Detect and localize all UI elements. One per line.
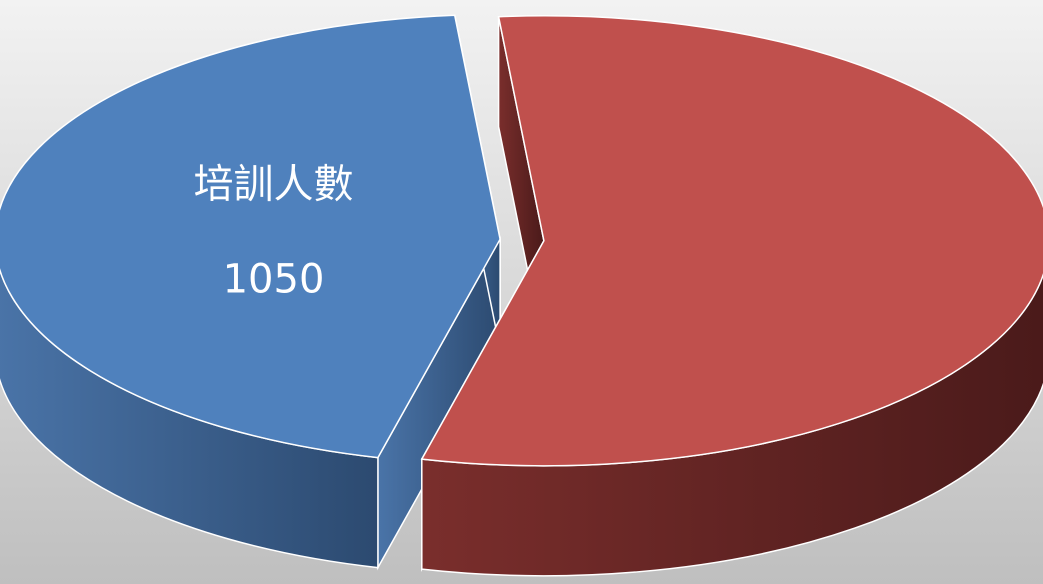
pie-slice (0, 14, 501, 459)
slice-value-label: 1050 (223, 256, 325, 302)
slice-category-label: 培訓人數 (193, 161, 353, 207)
pie-slice (420, 15, 1043, 467)
